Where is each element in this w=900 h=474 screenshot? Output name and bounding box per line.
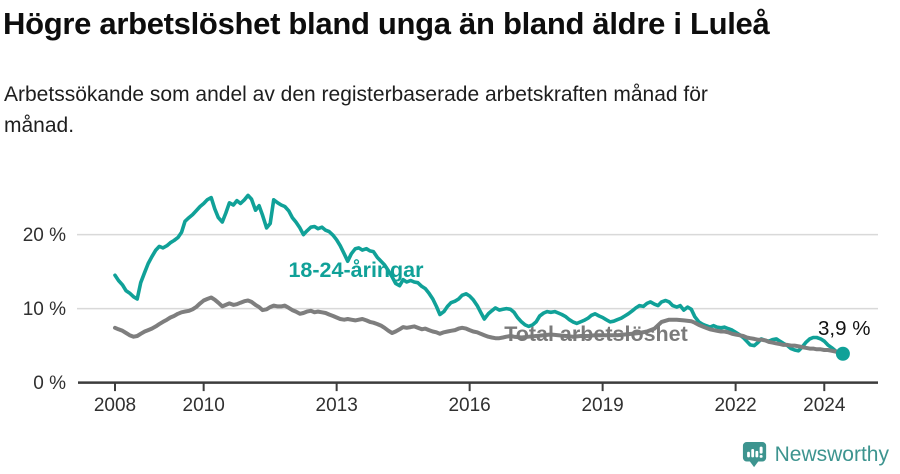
- x-tick-label: 2008: [94, 395, 136, 416]
- y-tick-label: 10 %: [23, 299, 66, 320]
- x-tick-label: 2016: [448, 395, 490, 416]
- series-label-youth: 18-24-åringar: [288, 258, 424, 282]
- series-label-total: Total arbetslöshet: [504, 322, 688, 346]
- x-tick-label: 2010: [183, 395, 225, 416]
- x-tick-label: 2022: [714, 395, 756, 416]
- newsworthy-footer: Newsworthy: [742, 441, 889, 469]
- brand-name: Newsworthy: [774, 443, 889, 466]
- logo-exclamation-dot: [759, 455, 763, 458]
- series-line-youth: [113, 193, 845, 356]
- end-value-annotation: 3,9 %: [818, 317, 870, 340]
- series-inline-labels: 18-24-åringar Total arbetslöshet: [288, 258, 687, 346]
- x-axis: [78, 381, 878, 392]
- logo-bar-1: [746, 451, 750, 458]
- gridlines: [77, 233, 878, 310]
- x-tick-label: 2013: [316, 395, 358, 416]
- logo-pin-shape: [742, 442, 766, 468]
- newsworthy-logo-icon: [742, 442, 766, 468]
- page-title: Högre arbetslöshet bland unga än bland ä…: [3, 6, 770, 41]
- series-end-dot: [835, 346, 850, 361]
- logo-exclamation-bar: [759, 446, 763, 454]
- end-value-label: 3,9 %: [818, 317, 870, 340]
- series-line-total: [113, 295, 841, 355]
- chart-subtitle: Arbetssökande som andel av den registerb…: [4, 83, 708, 137]
- data-series-lines: [113, 193, 850, 361]
- y-axis-labels: 0 % 10 % 20 %: [23, 225, 66, 394]
- y-tick-label: 0 %: [33, 373, 66, 394]
- y-tick-label: 20 %: [23, 225, 66, 246]
- logo-bar-2: [750, 448, 754, 458]
- x-axis-labels: 2008 2010 2013 2016 2019 2022 2024: [94, 395, 846, 416]
- x-tick-label: 2019: [581, 395, 623, 416]
- logo-bar-3: [755, 450, 758, 458]
- x-tick-label: 2024: [803, 395, 846, 416]
